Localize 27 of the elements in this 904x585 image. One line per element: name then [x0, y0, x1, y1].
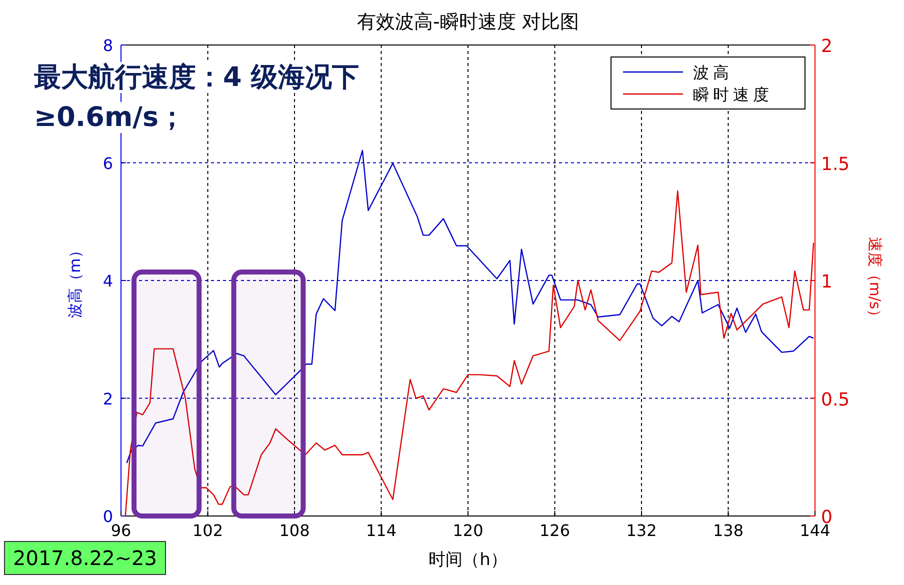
x-tick-label: 114	[366, 521, 397, 540]
y2-tick-label: 0.5	[821, 389, 850, 410]
y-tick-label: 0	[102, 507, 113, 526]
x-tick-label: 120	[452, 521, 484, 540]
y-axis-title: 波高（m）	[66, 243, 84, 318]
legend-label: 波高	[693, 63, 733, 82]
y-tick-label: 4	[102, 272, 113, 290]
x-axis-title: 时间（h）	[428, 550, 508, 570]
text: 2017.8.22~23	[13, 546, 157, 570]
y2-axis-title: 速度（m/s）	[866, 236, 884, 324]
x-tick-label: 126	[539, 521, 570, 540]
y2-tick-label: 2	[821, 36, 832, 57]
line-series	[126, 150, 814, 464]
y-tick-label: 6	[102, 154, 113, 173]
line-series	[124, 190, 814, 517]
annotation: 最大航行速度：4 级海况下 ≥0.6m/s；	[34, 62, 360, 133]
x-tick-label: 138	[712, 521, 744, 540]
x-tick-label: 108	[279, 521, 310, 540]
chart-title: 有效波高-瞬时速度 对比图	[357, 11, 579, 33]
y-tick-label: 2	[102, 389, 113, 408]
y2-tick-label: 1.5	[821, 154, 850, 175]
x-tick-label: 132	[626, 521, 657, 540]
y-tick-label: 8	[102, 36, 113, 55]
y2-tick-label: 1	[821, 272, 832, 292]
x-tick-label: 96	[110, 521, 132, 540]
x-tick-label: 102	[192, 521, 224, 540]
legend-label: 瞬时速度	[693, 85, 773, 104]
